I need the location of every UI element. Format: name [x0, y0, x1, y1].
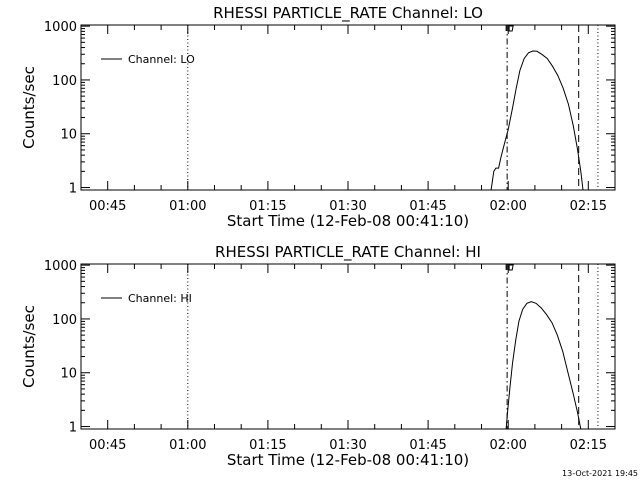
y-tick-label: 1000 — [44, 259, 77, 274]
x-tick-label: 00:45 — [89, 199, 126, 214]
legend-label: Channel: HI — [128, 292, 192, 305]
x-tick-label: 02:00 — [489, 199, 526, 214]
x-tick-label: 00:45 — [89, 438, 126, 453]
x-tick-label: 01:15 — [249, 199, 286, 214]
y-axis-label: Counts/sec — [20, 66, 38, 149]
x-tick-label: 02:00 — [489, 438, 526, 453]
x-tick-label: 01:00 — [169, 438, 206, 453]
x-tick-label: 01:30 — [329, 199, 366, 214]
panel-lo: RHESSI PARTICLE_RATE Channel: LO 00:45 01:… — [20, 4, 616, 230]
chart-title: RHESSI PARTICLE_RATE Channel: HI — [215, 243, 481, 262]
x-tick-label: 01:45 — [409, 438, 446, 453]
y-tick-label: 100 — [52, 313, 77, 328]
y-tick-label: 100 — [52, 74, 77, 89]
y-tick-label: 1 — [69, 421, 77, 436]
x-tick-label: 01:45 — [409, 199, 446, 214]
x-tick-label: 02:15 — [570, 438, 607, 453]
x-axis-label: Start Time (12-Feb-08 00:41:10) — [227, 212, 469, 230]
plot-frame — [80, 24, 616, 191]
x-tick-label: 01:00 — [169, 199, 206, 214]
y-axis-label: Counts/sec — [20, 305, 38, 388]
plot-frame — [80, 263, 616, 430]
flare-marker-glyph — [505, 264, 514, 271]
series-line — [505, 301, 582, 430]
y-tick-label: 1 — [69, 182, 77, 197]
legend-label: Channel: LO — [128, 53, 195, 66]
chart-title: RHESSI PARTICLE_RATE Channel: LO — [213, 4, 483, 23]
x-tick-label: 02:15 — [570, 199, 607, 214]
y-tick-label: 10 — [60, 128, 77, 143]
x-tick-label: 01:30 — [329, 438, 366, 453]
footer-timestamp: 13-Oct-2021 19:45 — [562, 469, 638, 478]
y-tick-label: 10 — [60, 367, 77, 382]
x-axis-label: Start Time (12-Feb-08 00:41:10) — [227, 451, 469, 469]
panel-hi: RHESSI PARTICLE_RATE Channel: HI 00:45 01:… — [20, 243, 616, 469]
series-line — [490, 50, 584, 191]
x-tick-label: 01:15 — [249, 438, 286, 453]
flare-marker-glyph — [505, 25, 514, 32]
y-tick-label: 1000 — [44, 20, 77, 35]
